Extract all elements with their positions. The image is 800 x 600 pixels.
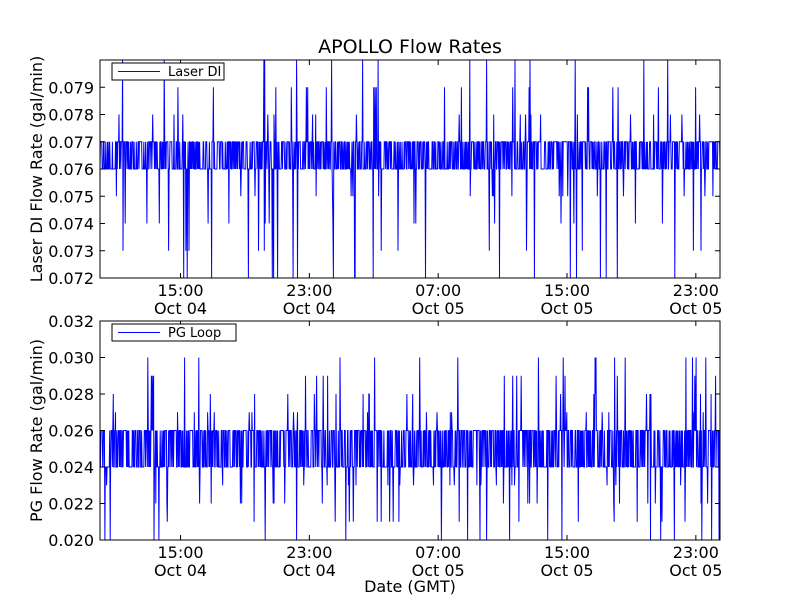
y-tick-label: 0.020	[48, 531, 94, 550]
y-tick-label: 0.073	[48, 242, 94, 261]
y-tick-label: 0.076	[48, 160, 94, 179]
y-tick-label: 0.028	[48, 385, 94, 404]
x-tick-label-time: 23:00	[286, 281, 332, 300]
y-tick-label: 0.079	[48, 78, 94, 97]
y-tick-label: 0.030	[48, 349, 94, 368]
legend-entry-label: PG Loop	[168, 326, 221, 341]
x-tick-label-date: Oct 05	[412, 561, 465, 580]
y-tick-label: 0.074	[48, 215, 94, 234]
legend-entry-label: Laser DI	[168, 65, 221, 80]
x-tick-label-time: 23:00	[673, 281, 719, 300]
x-tick-label-date: Oct 04	[154, 299, 207, 318]
x-tick-label-date: Oct 05	[540, 561, 593, 580]
x-tick-label-date: Oct 05	[412, 299, 465, 318]
y-axis-label: PG Flow Rate (gal/min)	[27, 339, 46, 522]
y-tick-label: 0.022	[48, 495, 94, 514]
y-axis-label: Laser DI Flow Rate (gal/min)	[27, 56, 46, 283]
x-axis-label: Date (GMT)	[364, 577, 456, 596]
x-tick-label-time: 15:00	[544, 281, 590, 300]
chart-panel-1: 0.072 0.073 0.074 0.075 0.076 0.077 0.078 0.079…	[27, 56, 722, 318]
legend-box	[111, 62, 225, 81]
x-tick-label-date: Oct 05	[540, 299, 593, 318]
x-tick-label-date: Oct 04	[154, 561, 207, 580]
y-tick-label: 0.075	[48, 187, 94, 206]
x-tick-label-time: 15:00	[157, 543, 203, 562]
series-line-pg-loop	[100, 357, 720, 540]
x-tick-label-time: 07:00	[415, 281, 461, 300]
x-tick-label-time: 23:00	[673, 543, 719, 562]
x-tick-label-time: 15:00	[157, 281, 203, 300]
chart-panels: 0.072 0.073 0.074 0.075 0.076 0.077 0.078 0.079…	[27, 56, 722, 580]
x-tick-label-date: Oct 05	[669, 299, 722, 318]
y-tick-label: 0.078	[48, 106, 94, 125]
x-tick-label-date: Oct 04	[283, 561, 336, 580]
legend: Laser DI	[111, 62, 225, 81]
figure-title: APOLLO Flow Rates	[318, 36, 502, 58]
x-tick-label-date: Oct 05	[669, 561, 722, 580]
series-line-laser-di	[100, 60, 720, 278]
y-tick-label: 0.026	[48, 422, 94, 441]
x-tick-label-time: 15:00	[544, 543, 590, 562]
x-tick-label-date: Oct 04	[283, 299, 336, 318]
y-tick-label: 0.072	[48, 269, 94, 288]
y-tick-label: 0.077	[48, 133, 94, 152]
x-tick-label-time: 07:00	[415, 543, 461, 562]
x-tick-label-time: 23:00	[286, 543, 332, 562]
legend-box	[111, 323, 237, 342]
chart-panel-2: 0.020 0.022 0.024 0.026 0.028 0.030 0.032 15:00…	[27, 312, 722, 580]
y-tick-label: 0.024	[48, 458, 94, 477]
legend: PG Loop	[111, 323, 237, 342]
y-tick-label: 0.032	[48, 312, 94, 331]
